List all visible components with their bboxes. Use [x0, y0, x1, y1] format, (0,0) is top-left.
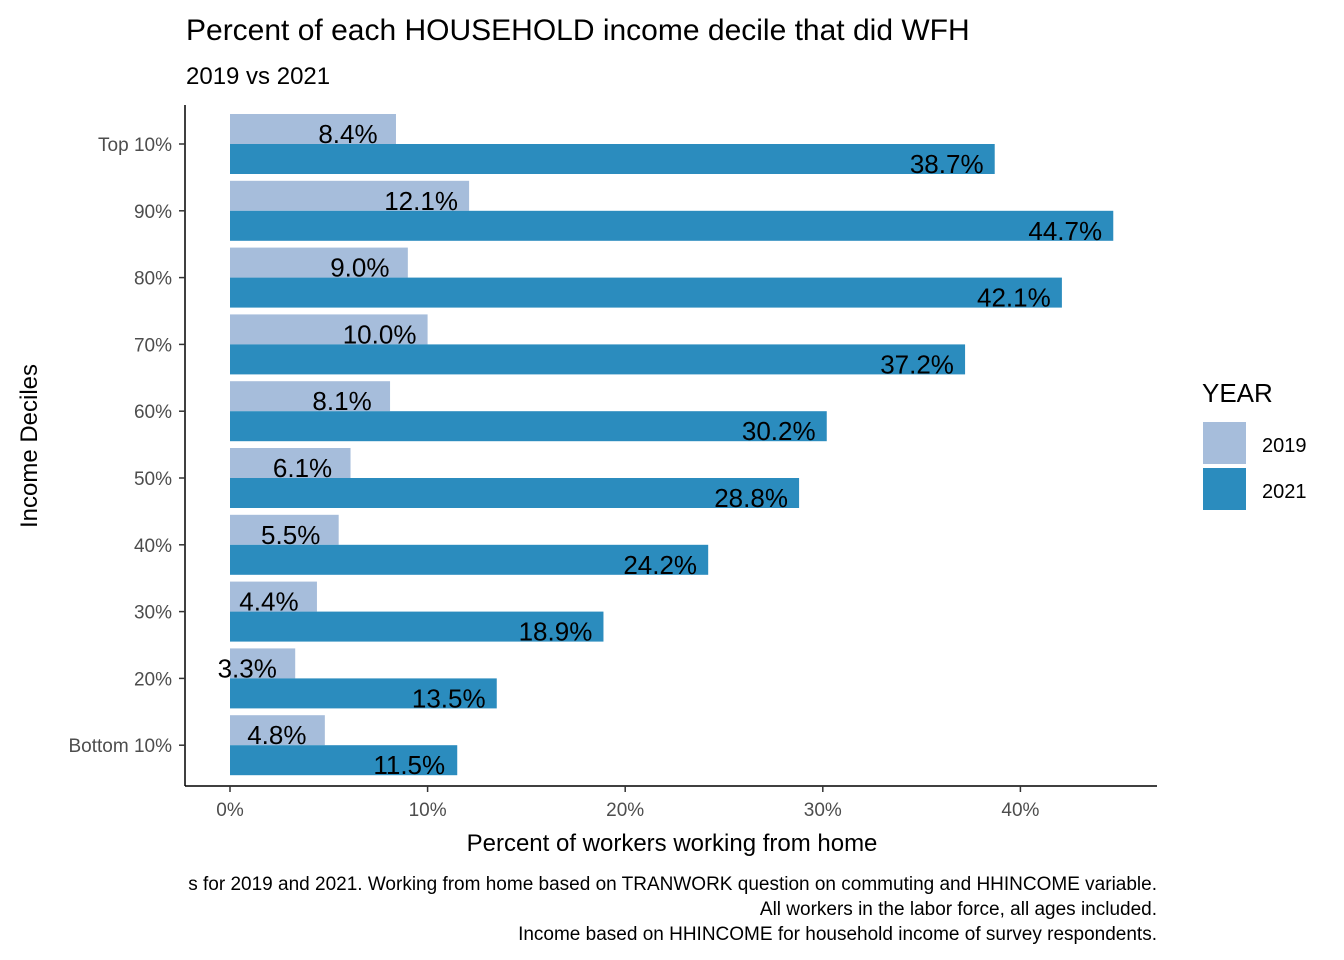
x-tick-label-40: 40% — [1001, 800, 1039, 821]
bar-bottom-10-2021 — [230, 745, 458, 776]
bar-20-2019 — [230, 648, 296, 679]
chart-subtitle: 2019 vs 2021 — [186, 63, 330, 90]
bar-label-50-2021: 28.8% — [714, 483, 788, 513]
y-tick-label-50: 50% — [134, 469, 172, 490]
bar-70-2019 — [230, 314, 428, 345]
legend-key-2019 — [1203, 422, 1246, 464]
legend-label-2019: 2019 — [1262, 435, 1307, 457]
y-tick-label-90: 90% — [134, 202, 172, 223]
bar-label-70-2021: 37.2% — [880, 349, 954, 379]
x-axis-title: Percent of workers working from home — [467, 830, 878, 857]
bar-label-bottom-10-2019: 4.8% — [247, 720, 306, 750]
bar-20-2021 — [230, 678, 497, 709]
caption-line-3: Income based on HHINCOME for household i… — [518, 924, 1157, 945]
bar-label-30-2019: 4.4% — [239, 587, 298, 617]
bar-label-40-2021: 24.2% — [623, 550, 697, 580]
caption: s for 2019 and 2021. Working from home b… — [188, 874, 1157, 945]
y-tick-label-60: 60% — [134, 402, 172, 423]
bar-90-2021 — [230, 210, 1114, 241]
bar-label-60-2019: 8.1% — [312, 386, 371, 416]
bar-90-2019 — [230, 180, 470, 211]
y-tick-label-80: 80% — [134, 269, 172, 290]
bar-label-30-2021: 18.9% — [519, 617, 593, 647]
legend-key-2021 — [1203, 468, 1246, 510]
y-tick-label-20: 20% — [134, 669, 172, 690]
bar-60-2019 — [230, 381, 391, 412]
x-tick-label-30: 30% — [804, 800, 842, 821]
bar-label-40-2019: 5.5% — [261, 520, 320, 550]
x-axis-ticks: 0% 10% 20% 30% 40% — [216, 786, 1040, 821]
bar-50-2019 — [230, 448, 351, 478]
bar-label-top-10-2021: 38.7% — [910, 149, 984, 179]
chart-title: Percent of each HOUSEHOLD income decile … — [186, 14, 970, 47]
bar-label-90-2021: 44.7% — [1028, 216, 1102, 246]
y-axis-ticks: Top 10% 90% 80% 70% 60% 50% 40% 30% 20% Bottom 10… — [69, 135, 185, 757]
bar-label-80-2021: 42.1% — [977, 283, 1051, 313]
bar-label-60-2021: 30.2% — [742, 416, 816, 446]
bar-40-2021 — [230, 544, 709, 575]
x-tick-label-0: 0% — [216, 800, 244, 821]
bar-top-10-2019 — [230, 114, 396, 144]
x-tick-label-10: 10% — [409, 800, 447, 821]
bar-labels-layer: 8.4% 38.7% 12.1% 44.7% 9.0% 42.1% 10.0% 37.2% 8.… — [218, 119, 1103, 780]
y-tick-label-bottom-10: Bottom 10% — [69, 736, 173, 757]
bars-layer — [230, 114, 1114, 776]
legend-title: YEAR — [1202, 378, 1273, 408]
bar-80-2021 — [230, 277, 1062, 308]
bar-60-2021 — [230, 411, 827, 442]
caption-line-2: All workers in the labor force, all ages… — [760, 899, 1157, 920]
y-tick-label-70: 70% — [134, 335, 172, 356]
bar-bottom-10-2019 — [230, 715, 325, 746]
bar-30-2019 — [230, 581, 317, 612]
x-tick-label-20: 20% — [606, 800, 644, 821]
bar-40-2019 — [230, 514, 339, 545]
bar-label-bottom-10-2021: 11.5% — [373, 750, 445, 780]
legend: YEAR 2019 2021 — [1202, 378, 1307, 510]
bar-label-20-2019: 3.3% — [218, 653, 277, 683]
bar-70-2021 — [230, 344, 966, 375]
y-axis-title: Income Deciles — [16, 364, 43, 528]
y-tick-label-40: 40% — [134, 536, 172, 557]
bar-label-70-2019: 10.0% — [343, 319, 417, 349]
bar-top-10-2021 — [230, 144, 995, 174]
bar-30-2021 — [230, 611, 604, 642]
y-tick-label-30: 30% — [134, 603, 172, 624]
bar-label-80-2019: 9.0% — [330, 253, 389, 283]
caption-line-1: s for 2019 and 2021. Working from home b… — [188, 874, 1157, 895]
bar-label-top-10-2019: 8.4% — [318, 119, 377, 149]
bar-label-90-2019: 12.1% — [384, 186, 458, 216]
bar-label-20-2021: 13.5% — [412, 683, 486, 713]
y-tick-label-top-10: Top 10% — [98, 135, 172, 156]
bar-50-2021 — [230, 478, 800, 508]
legend-label-2021: 2021 — [1262, 481, 1307, 503]
bar-label-50-2019: 6.1% — [273, 453, 332, 483]
bar-80-2019 — [230, 247, 408, 278]
